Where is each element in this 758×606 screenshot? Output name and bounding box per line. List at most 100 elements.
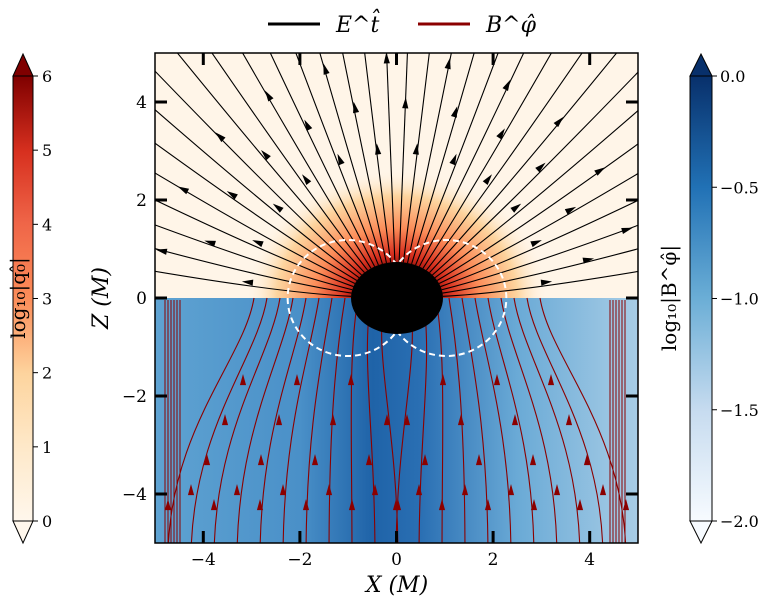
- e-streamline: [155, 70, 362, 276]
- colorbar-charge-tick-label: 4: [42, 215, 52, 234]
- b-arrow: [484, 499, 492, 511]
- e-streamline: [422, 53, 553, 269]
- y-tick-label: −2: [122, 387, 147, 407]
- e-arrow: [496, 128, 505, 140]
- legend-label-b: B^φ̂: [485, 13, 537, 38]
- b-arrow: [233, 484, 241, 496]
- e-streamline: [406, 53, 452, 264]
- ergosphere-boundary: [286, 239, 508, 357]
- b-arrow: [347, 374, 355, 386]
- e-arrow: [540, 279, 553, 286]
- charge-density-map: [155, 53, 638, 298]
- b-arrow: [547, 374, 555, 386]
- colorbar-bfield-min-arrow: [689, 520, 713, 545]
- colorbar-bfield-label: log₁₀|B^φ̂|: [657, 245, 682, 351]
- b-arrow: [599, 484, 607, 496]
- x-tick-label: 0: [391, 550, 402, 570]
- b-arrow: [187, 484, 195, 496]
- e-streamline: [402, 53, 430, 263]
- e-arrow: [383, 53, 390, 64]
- x-axis-label: X (M): [364, 573, 428, 598]
- b-arrow: [371, 484, 379, 496]
- b-arrow: [553, 484, 561, 496]
- b-streamline: [461, 297, 489, 543]
- b-arrow: [507, 484, 515, 496]
- black-hole-horizon: [351, 262, 443, 334]
- e-arrow: [302, 174, 312, 185]
- e-streamline: [176, 53, 365, 273]
- colorbar-charge-tick-label: 0: [42, 512, 52, 531]
- e-streamline: [155, 224, 353, 291]
- b-arrow: [210, 499, 218, 511]
- b-streamline: [435, 297, 444, 543]
- b-arrow: [622, 499, 630, 511]
- e-arrow: [226, 191, 238, 200]
- b-arrow: [392, 499, 400, 511]
- e-streamline: [342, 53, 388, 264]
- b-arrow: [529, 454, 537, 466]
- y-tick-label: 4: [136, 93, 147, 113]
- e-arrow: [582, 257, 595, 264]
- e-arrow: [402, 97, 409, 109]
- y-tick-label: 2: [136, 191, 147, 211]
- b-arrow: [239, 374, 247, 386]
- e-streamline: [418, 53, 525, 267]
- b-arrow: [279, 484, 287, 496]
- e-arrow: [502, 79, 511, 91]
- e-arrow: [594, 167, 606, 176]
- e-arrow: [375, 143, 382, 155]
- b-arrow: [583, 454, 591, 466]
- b-arrow: [511, 414, 519, 426]
- x-tick-label: 4: [584, 550, 595, 570]
- b-arrow: [257, 454, 265, 466]
- e-arrow: [621, 227, 633, 234]
- b-arrow: [438, 499, 446, 511]
- colorbar-bfield-bar: [689, 75, 713, 522]
- e-arrow: [272, 203, 284, 213]
- e-arrow: [553, 116, 564, 128]
- b-arrow: [421, 454, 429, 466]
- e-arrow: [412, 143, 419, 155]
- b-arrow: [565, 414, 573, 426]
- e-arrow: [215, 132, 226, 143]
- b-arrow: [415, 484, 423, 496]
- colorbar-charge: 0 1 2 3 4 5 6 log₁₀|q₀̂|: [6, 52, 52, 545]
- e-streamline: [442, 270, 638, 297]
- b-arrow: [256, 499, 264, 511]
- colorbar-bfield-tick-label: −1.0: [720, 290, 758, 309]
- e-arrow: [449, 153, 457, 166]
- e-streamline: [155, 199, 354, 288]
- b-streamline: [259, 297, 307, 543]
- e-arrow: [241, 279, 254, 286]
- b-arrow: [530, 499, 538, 511]
- b-streamline: [487, 297, 535, 543]
- b-arrow: [275, 414, 283, 426]
- e-arrow: [304, 119, 313, 131]
- b-streamline: [350, 297, 359, 543]
- e-arrow: [530, 240, 542, 248]
- b-streamline: [526, 297, 604, 543]
- e-streamline: [155, 109, 360, 279]
- e-streamline: [442, 248, 638, 294]
- colorbar-bfield-tick-label: −1.5: [720, 401, 758, 420]
- e-streamline: [211, 53, 369, 271]
- x-tick-label: 2: [488, 550, 499, 570]
- e-streamline: [155, 172, 356, 284]
- b-arrow: [493, 374, 501, 386]
- colorbar-bfield-tick-label: −2.0: [720, 512, 758, 531]
- colorbar-charge-tick-label: 2: [42, 364, 52, 383]
- colorbar-bfield: −2.0 −1.5 −1.0 −0.5 0.0 log₁₀|B^φ̂|: [657, 52, 758, 545]
- b-arrow: [383, 414, 391, 426]
- e-streamline: [269, 53, 376, 267]
- b-streamline: [190, 297, 268, 543]
- colorbar-charge-tick-label: 6: [42, 67, 52, 86]
- e-arrow: [323, 63, 330, 75]
- b-arrow: [325, 484, 333, 496]
- legend-label-e: E^t̂: [335, 9, 380, 38]
- e-arrow: [535, 162, 546, 173]
- e-streamline: [432, 71, 638, 276]
- b-arrow: [365, 454, 373, 466]
- b-streamline: [236, 297, 294, 543]
